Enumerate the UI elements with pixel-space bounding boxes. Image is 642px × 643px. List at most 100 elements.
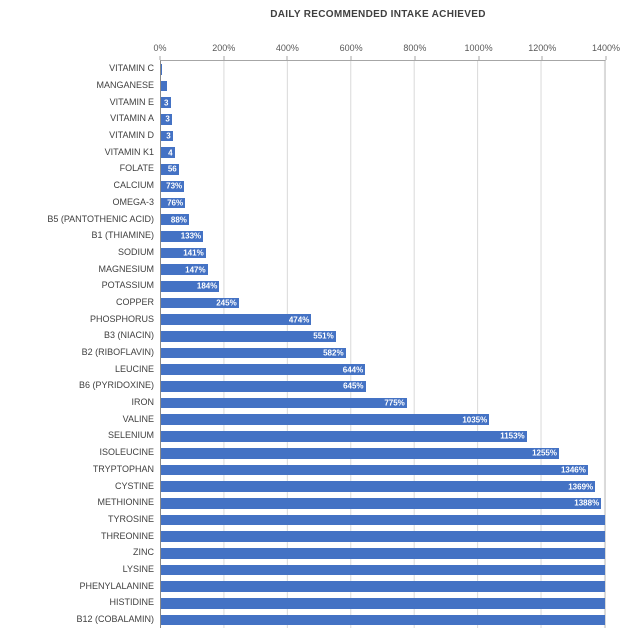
bar-track: 1035% [161, 411, 605, 428]
bar-track [161, 562, 605, 579]
category-label: PHENYLALANINE [79, 580, 154, 591]
category-label: LEUCINE [114, 363, 154, 374]
axis-tick-label: 1000% [464, 43, 493, 53]
axis-tick-label: 1400% [591, 43, 621, 53]
bar-value-label: 4 [168, 148, 173, 158]
bar-value-label: 644% [342, 365, 364, 375]
category-label: THREONINE [100, 530, 154, 541]
bar-track: 76% [161, 195, 605, 212]
bar-value-label: 147% [185, 265, 206, 275]
bar: 3 [161, 114, 172, 125]
axis-tick-label: 400% [275, 43, 299, 53]
axis-tick-mark [414, 56, 416, 60]
bar [161, 581, 605, 592]
bar [161, 547, 605, 559]
bar-track: 582% [161, 345, 605, 362]
axis-tick-mark [541, 56, 543, 60]
bar-track: 133% [161, 228, 605, 245]
bar: 184% [161, 280, 220, 292]
bar-track: 245% [161, 295, 605, 312]
axis-tick-mark [350, 56, 352, 60]
category-label: VITAMIN C [109, 63, 154, 74]
category-label: OMEGA-3 [112, 196, 154, 207]
category-label: B3 (NIACIN) [103, 330, 154, 341]
plot-grid: 3 3 3 4 56 73% 76% 88% 133% 141% 147% 184% 245% 474% 5… [160, 60, 606, 629]
category-label: PHOSPHORUS [89, 313, 154, 324]
bar-track: 184% [161, 278, 605, 295]
category-label: B2 (RIBOFLAVIN) [81, 347, 154, 358]
bar-value-label: 3 [164, 98, 169, 108]
bar-value-label: 775% [384, 398, 405, 408]
bar: 76% [161, 197, 186, 209]
bar: 1369% [161, 481, 596, 492]
bar-value-label: 73% [166, 181, 183, 191]
category-label: VALINE [122, 413, 154, 424]
chart-title: DAILY RECOMMENDED INTAKE ACHIEVED [270, 9, 486, 20]
bar-value-label: 133% [180, 231, 202, 241]
category-label: VITAMIN E [109, 96, 154, 107]
bar-track: 1153% [161, 428, 605, 445]
bar: 645% [161, 381, 366, 392]
bar: 73% [161, 180, 185, 192]
bar-value-label: 551% [313, 331, 334, 341]
bar-value-label: 3 [166, 131, 171, 141]
axis-tick-label: 800% [403, 43, 427, 53]
bar [161, 564, 605, 576]
bar: 56 [161, 164, 179, 175]
bar-track [161, 78, 605, 95]
bar-track: 147% [161, 261, 605, 278]
category-label: HISTIDINE [109, 597, 154, 608]
bar-track: 3 [161, 111, 605, 128]
bar-value-label: 645% [343, 381, 364, 391]
category-label: SELENIUM [107, 430, 154, 441]
bar-track: 88% [161, 211, 605, 228]
value-axis: 0% 200% 400% 600% 800% 1000% 1200% 1400% [153, 21, 620, 60]
bar-value-label: 1369% [568, 482, 594, 492]
bar: 4 [161, 147, 175, 159]
bar: 1388% [161, 497, 602, 509]
bar-track: 1388% [161, 495, 605, 512]
category-label: CYSTINE [114, 480, 154, 491]
bar: 582% [161, 347, 346, 359]
bar: 775% [161, 397, 407, 409]
bar-value-label: 76% [167, 198, 184, 208]
bar-value-label: 245% [216, 298, 237, 308]
category-label: VITAMIN A [110, 113, 154, 124]
bar-value-label: 56 [167, 164, 177, 174]
bar: 147% [161, 264, 208, 275]
bar-value-label: 474% [288, 315, 310, 325]
category-label: FOLATE [119, 163, 154, 174]
category-label: VITAMIN D [109, 130, 154, 141]
bar-track: 1255% [161, 445, 605, 462]
axis-tick-mark [223, 56, 225, 60]
bar-track: 775% [161, 395, 605, 412]
bar: 1346% [161, 464, 588, 476]
bar: 551% [161, 331, 336, 342]
bar-track: 645% [161, 378, 605, 395]
bar: 474% [161, 314, 312, 325]
bar-value-label: 1255% [532, 448, 557, 458]
bar-track: 4 [161, 144, 605, 161]
bar [161, 531, 605, 542]
axis-tick-mark [605, 56, 607, 60]
category-label: IRON [131, 397, 155, 408]
bar-value-label: 1346% [560, 465, 586, 475]
bar-track: 141% [161, 245, 605, 262]
bar-track: 644% [161, 361, 605, 378]
category-label: METHIONINE [97, 497, 154, 508]
bar: 133% [161, 230, 204, 242]
bar: 3 [161, 97, 171, 109]
bar: 1255% [161, 447, 559, 459]
bar-value-label: 1388% [574, 498, 600, 508]
bar: 1035% [161, 414, 490, 426]
axis-tick-mark [286, 56, 288, 60]
bar-value-label: 141% [183, 248, 204, 258]
category-label: POTASSIUM [101, 280, 154, 291]
category-axis: VITAMIN C MANGANESE VITAMIN E VITAMIN A VITA… [10, 60, 160, 628]
category-label: LYSINE [122, 563, 154, 574]
bar-track: 1346% [161, 462, 605, 479]
bar-track: 474% [161, 311, 605, 328]
bar: 141% [161, 247, 206, 259]
axis-tick-label: 1200% [528, 43, 557, 53]
category-label: B6 (PYRIDOXINE) [78, 380, 154, 391]
